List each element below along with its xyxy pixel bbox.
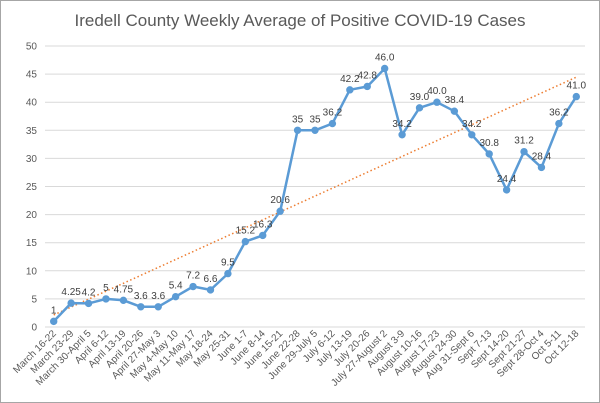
data-label: 16.3 bbox=[253, 219, 273, 230]
data-point bbox=[50, 317, 58, 326]
chart-title: Iredell County Weekly Average of Positiv… bbox=[74, 11, 525, 30]
data-label: 9.5 bbox=[221, 258, 235, 269]
data-point bbox=[259, 231, 267, 240]
y-tick-label: 30 bbox=[26, 154, 38, 165]
data-point bbox=[189, 282, 197, 291]
data-label: 31.2 bbox=[514, 136, 534, 147]
y-tick-label: 15 bbox=[26, 238, 38, 249]
data-label: 7.2 bbox=[186, 271, 200, 282]
data-point bbox=[537, 163, 546, 172]
data-label: 3.6 bbox=[151, 291, 165, 302]
y-tick-label: 25 bbox=[26, 182, 38, 193]
data-label: 42.2 bbox=[340, 74, 360, 85]
data-label: 34.2 bbox=[462, 119, 482, 130]
data-label: 6.6 bbox=[204, 274, 218, 285]
data-label: 20.6 bbox=[270, 195, 290, 206]
y-tick-label: 5 bbox=[31, 294, 37, 305]
data-point bbox=[328, 119, 337, 128]
data-label: 30.8 bbox=[479, 138, 499, 149]
data-point bbox=[171, 292, 180, 301]
data-point bbox=[450, 107, 459, 115]
data-point bbox=[84, 299, 93, 308]
data-label: 28.4 bbox=[532, 151, 552, 162]
data-label: 5 bbox=[103, 283, 109, 294]
data-label: 36.2 bbox=[549, 108, 569, 119]
data-label: 46.0 bbox=[375, 52, 395, 63]
data-point bbox=[311, 126, 319, 135]
data-point bbox=[241, 237, 250, 246]
data-point bbox=[380, 64, 389, 73]
data-point bbox=[520, 147, 528, 156]
data-label: 35 bbox=[292, 114, 304, 125]
data-label: 4.2 bbox=[82, 287, 96, 298]
data-label: 36.2 bbox=[323, 108, 343, 119]
data-label: 35 bbox=[309, 114, 321, 125]
data-label: 1 bbox=[51, 305, 57, 316]
data-point bbox=[119, 296, 128, 305]
data-label: 42.8 bbox=[358, 70, 378, 81]
trendline-path bbox=[53, 76, 577, 316]
data-points bbox=[50, 64, 580, 326]
y-tick-label: 10 bbox=[26, 266, 38, 277]
data-point bbox=[206, 286, 215, 294]
y-tick-label: 0 bbox=[31, 323, 37, 334]
data-label: 5.4 bbox=[169, 281, 183, 292]
data-point bbox=[363, 82, 371, 91]
data-point bbox=[433, 98, 441, 106]
data-label: 34.2 bbox=[392, 119, 412, 130]
data-label: 4.75 bbox=[114, 284, 134, 295]
data-point bbox=[224, 269, 232, 278]
data-label: 38.4 bbox=[445, 95, 465, 106]
data-point bbox=[293, 126, 302, 135]
data-point bbox=[468, 131, 476, 139]
trendline bbox=[53, 76, 577, 316]
data-point bbox=[485, 150, 493, 158]
data-label: 4.25 bbox=[61, 287, 81, 298]
data-point bbox=[67, 299, 75, 307]
data-point bbox=[398, 131, 406, 139]
data-point bbox=[572, 92, 580, 101]
data-label: 24.4 bbox=[497, 174, 517, 185]
gridlines bbox=[45, 45, 585, 328]
data-point bbox=[555, 119, 563, 128]
y-tick-label: 50 bbox=[26, 42, 38, 53]
data-label: 41.0 bbox=[567, 81, 587, 92]
y-tick-label: 20 bbox=[26, 210, 38, 221]
y-axis-ticks: 0 5 10 15 20 25 30 35 40 45 50 bbox=[26, 42, 38, 334]
data-point bbox=[276, 207, 284, 215]
data-label: 39.0 bbox=[410, 92, 430, 103]
data-point bbox=[137, 303, 145, 311]
data-point bbox=[502, 186, 511, 194]
data-point bbox=[415, 104, 424, 112]
data-point bbox=[102, 295, 110, 303]
data-point bbox=[154, 303, 162, 311]
data-point bbox=[346, 86, 354, 94]
data-label: 3.6 bbox=[134, 291, 148, 302]
data-labels: 14.25 4.2 5 4.753.6 3.65.47.2 6.69.515.216.32… bbox=[51, 52, 587, 316]
y-tick-label: 35 bbox=[26, 126, 38, 137]
y-tick-label: 45 bbox=[26, 70, 38, 81]
y-tick-label: 40 bbox=[26, 98, 38, 109]
data-label: 40.0 bbox=[427, 86, 447, 97]
data-label: 15.2 bbox=[236, 226, 256, 237]
